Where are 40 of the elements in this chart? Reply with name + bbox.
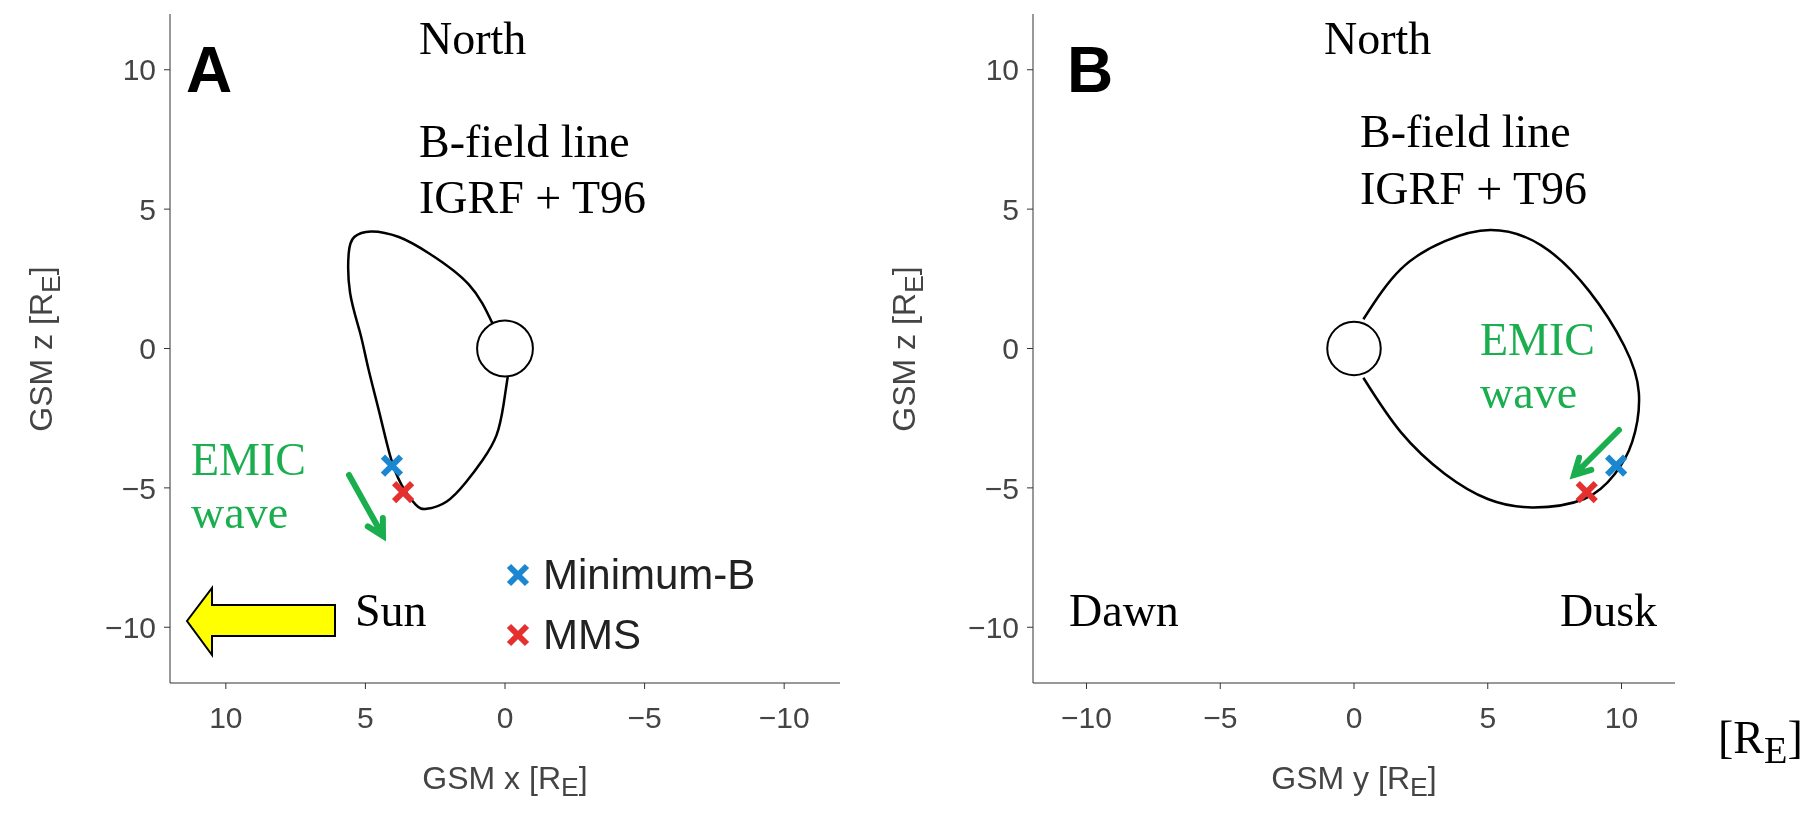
annotation: IGRF + T96 [419, 172, 647, 225]
line-series [1362, 228, 1641, 509]
annotation: IGRF + T96 [1360, 163, 1588, 216]
x-tick-label: −10 [1061, 701, 1112, 735]
annotation: B-field line [1360, 106, 1571, 159]
annotation: B-field line [419, 116, 630, 169]
y-tick-label: 5 [1002, 192, 1019, 226]
x-tick-label: 0 [1345, 701, 1363, 735]
annotation: EMIC wave [1480, 314, 1596, 420]
y-tick-label: 0 [139, 332, 156, 366]
y-tick-label: −10 [968, 610, 1019, 644]
x-axis-title: GSM x [R$_{E}$] [422, 760, 588, 804]
x-tick-label: 5 [357, 701, 374, 735]
x-tick-label: 0 [496, 701, 514, 735]
x-tick-label: −5 [1203, 701, 1238, 735]
x-tick-label: 10 [209, 701, 243, 735]
chart-title: B [1067, 34, 1114, 106]
y-tick-label: 5 [139, 192, 156, 226]
annotation: EMIC wave [191, 434, 307, 540]
legend-label: Minimum-B [543, 551, 756, 599]
x-tick-label: −5 [627, 701, 662, 735]
x-tick-label: 10 [1604, 701, 1639, 735]
annotation: Dusk [1560, 585, 1658, 638]
y-tick-label: −5 [984, 471, 1019, 505]
x-axis-title: GSM y [R$_{E}$] [1271, 760, 1437, 804]
y-tick-label: −10 [105, 610, 156, 644]
annotation: Sun [355, 585, 427, 638]
y-tick-label: 10 [122, 53, 156, 87]
x-tick-label: 5 [1479, 701, 1497, 735]
annotation: North [419, 13, 527, 66]
annotation: Dawn [1069, 585, 1179, 638]
legend-label: MMS [543, 611, 641, 659]
annotation: North [1324, 13, 1432, 66]
y-tick-label: −5 [121, 471, 156, 505]
x-tick-label: −10 [758, 701, 810, 735]
text: [R$_{E}$] [1718, 712, 1803, 773]
y-tick-label: 0 [1002, 332, 1019, 366]
chart-title: A [186, 34, 233, 106]
line-series [346, 230, 510, 511]
y-tick-label: 10 [985, 53, 1019, 87]
